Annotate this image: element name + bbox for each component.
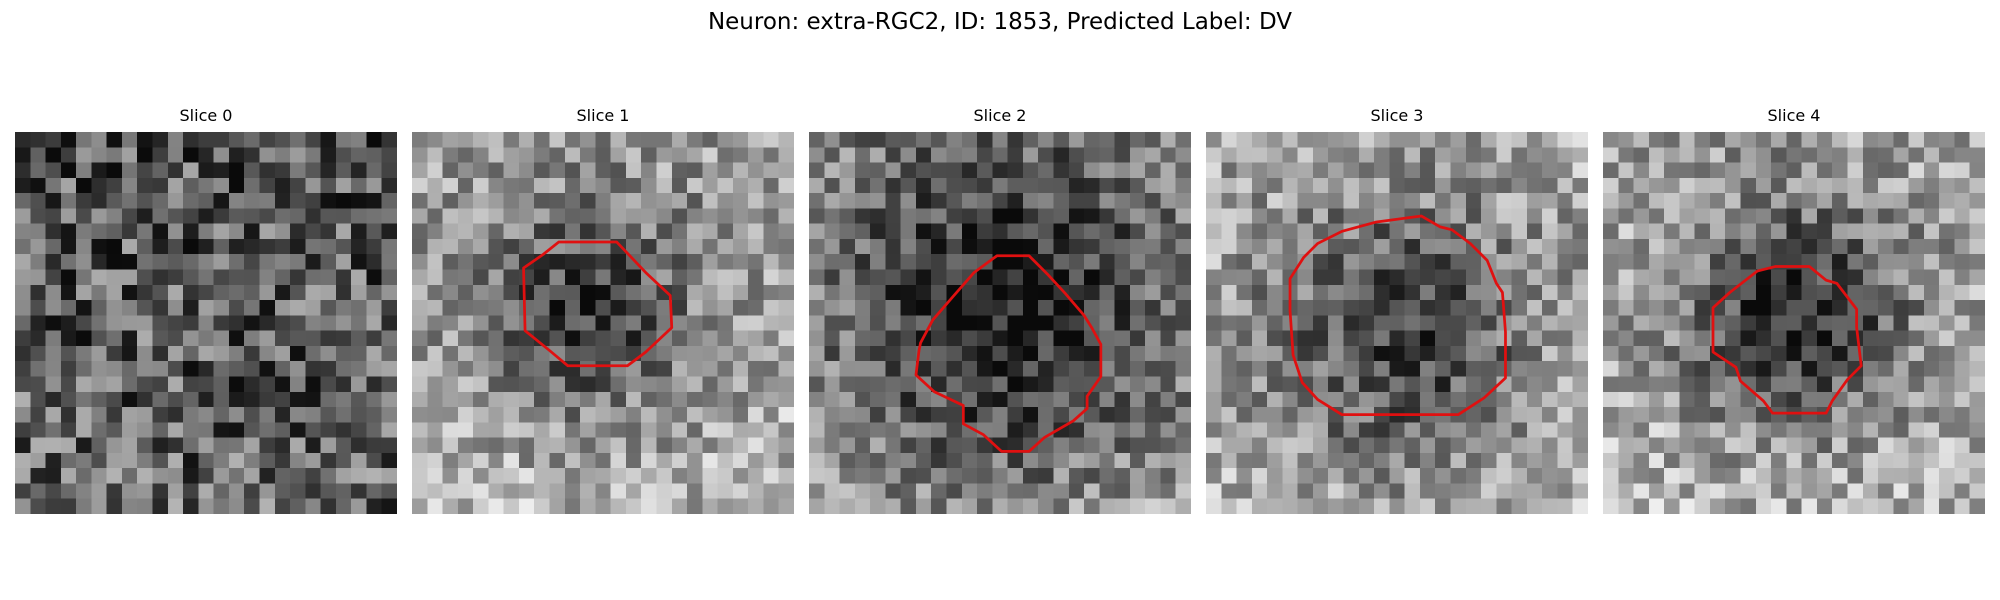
slice-panel-2: Slice 2 <box>809 106 1191 514</box>
figure-title: Neuron: extra-RGC2, ID: 1853, Predicted … <box>707 9 1293 35</box>
slice-panel-4: Slice 4 <box>1603 106 1985 514</box>
pixel-grid <box>1603 132 1985 514</box>
slice-panel-0: Slice 0 <box>15 106 397 514</box>
slice-title: Slice 1 <box>576 106 630 125</box>
segmentation-outline <box>1288 214 1507 417</box>
pixel-grid <box>809 132 1191 514</box>
segmentation-outline <box>522 240 674 368</box>
segmentation-outline <box>1711 265 1863 415</box>
slice-title: Slice 0 <box>179 106 233 125</box>
slice-title: Slice 3 <box>1370 106 1424 125</box>
slice-image-2 <box>809 132 1191 514</box>
slice-image-0 <box>15 132 397 514</box>
slice-image-3 <box>1206 132 1588 514</box>
pixel-grid <box>15 132 397 514</box>
slice-title: Slice 2 <box>973 106 1027 125</box>
pixel-grid <box>412 132 794 514</box>
slice-title: Slice 4 <box>1767 106 1821 125</box>
segmentation-outline <box>914 254 1103 453</box>
slice-panel-3: Slice 3 <box>1206 106 1588 514</box>
slice-image-1 <box>412 132 794 514</box>
pixel-grid <box>1206 132 1588 514</box>
slice-panel-1: Slice 1 <box>412 106 794 514</box>
slice-image-4 <box>1603 132 1985 514</box>
